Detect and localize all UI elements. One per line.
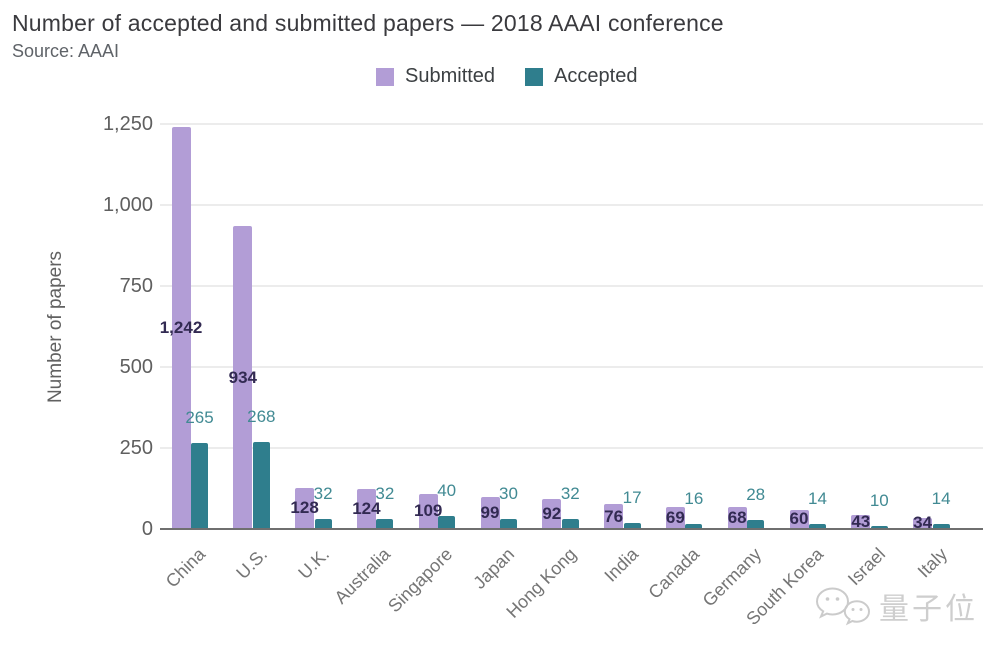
y-tick-label: 1,250 [102,113,153,135]
gridline [160,123,983,125]
submitted-value-label: 68 [727,507,747,527]
accepted-value-label: 265 [185,408,214,428]
submitted-bar [665,506,685,529]
chart-source: Source: AAAI [12,41,120,61]
accepted-bar [809,524,826,529]
submitted-bar [295,487,315,529]
watermark: 量子位 [815,584,978,628]
accepted-value-label: 32 [375,483,395,503]
accepted-bar [438,516,456,529]
submitted-value-label: 43 [851,512,871,532]
y-axis-title: Number of papers [45,250,66,404]
submitted-bar [604,504,624,529]
accepted-bar [932,524,950,529]
accepted-swatch-icon [525,67,544,86]
submitted-swatch-icon [376,67,394,86]
accepted-bar [191,443,208,529]
x-axis-label: China [161,544,210,592]
legend-item-accepted: Accepted [525,65,637,88]
y-tick-label: 1,000 [102,194,153,216]
submitted-bar [789,509,809,529]
accepted-bar [623,523,641,529]
submitted-value-label: 92 [542,504,562,524]
submitted-bar [233,226,253,529]
submitted-bar [356,488,376,529]
accepted-bar [870,525,888,529]
x-axis-label: Italy [913,544,951,582]
x-axis-label: Singapore [384,544,457,617]
submitted-value-label: 128 [290,498,319,518]
gridline [160,447,983,449]
submitted-value-label: 34 [913,513,933,533]
y-tick-label: 250 [119,437,153,459]
accepted-bar [252,442,270,529]
accepted-bar [747,519,765,529]
accepted-value-label: 14 [808,489,827,509]
accepted-value-label: 17 [622,488,642,508]
y-tick-label: 750 [119,275,153,297]
submitted-value-label: 109 [414,501,443,521]
accepted-value-label: 14 [931,489,951,509]
submitted-bar [542,499,562,529]
submitted-value-label: 99 [480,502,500,522]
accepted-value-label: 40 [437,481,457,501]
gridline [160,204,983,206]
x-axis-label: Canada [644,544,704,603]
submitted-value-label: 1,242 [159,317,203,337]
y-tick-label: 0 [141,518,153,540]
accepted-value-label: 32 [560,483,580,503]
submitted-value-label: 69 [665,507,685,527]
accepted-value-label: 268 [247,407,276,427]
gridline [160,366,983,368]
legend: Submitted Accepted [376,65,637,88]
accepted-bar [314,518,332,529]
legend-item-submitted: Submitted [376,65,495,88]
submitted-bar [913,517,933,529]
wechat-logo-icon [815,587,871,626]
accepted-bar [685,523,703,529]
watermark-text: 量子位 [879,593,978,626]
submitted-bar [480,496,500,529]
accepted-bar [500,519,517,529]
x-axis-baseline [160,528,983,530]
submitted-bar [851,515,871,529]
submitted-bar [418,493,438,529]
submitted-value-label: 60 [789,509,809,529]
accepted-bar [376,518,394,529]
legend-label-accepted: Accepted [554,65,638,87]
chart-title: Number of accepted and submitted papers … [12,10,724,36]
accepted-value-label: 28 [746,484,766,504]
x-axis-label: Japan [469,544,519,593]
accepted-bar [561,518,579,529]
accepted-value-label: 10 [869,490,889,510]
submitted-bar [171,126,191,529]
x-axis-label: U.K. [293,544,333,583]
gridline [160,285,983,287]
submitted-value-label: 76 [604,506,624,526]
x-axis-label: India [599,544,642,586]
accepted-value-label: 16 [684,488,704,508]
submitted-value-label: 124 [352,498,381,518]
x-axis-label: U.S. [232,544,271,583]
accepted-value-label: 32 [313,483,333,503]
y-tick-label: 500 [119,356,153,378]
submitted-value-label: 934 [228,367,257,387]
legend-label-submitted: Submitted [405,65,496,87]
accepted-value-label: 30 [499,484,518,504]
submitted-bar [727,506,747,529]
